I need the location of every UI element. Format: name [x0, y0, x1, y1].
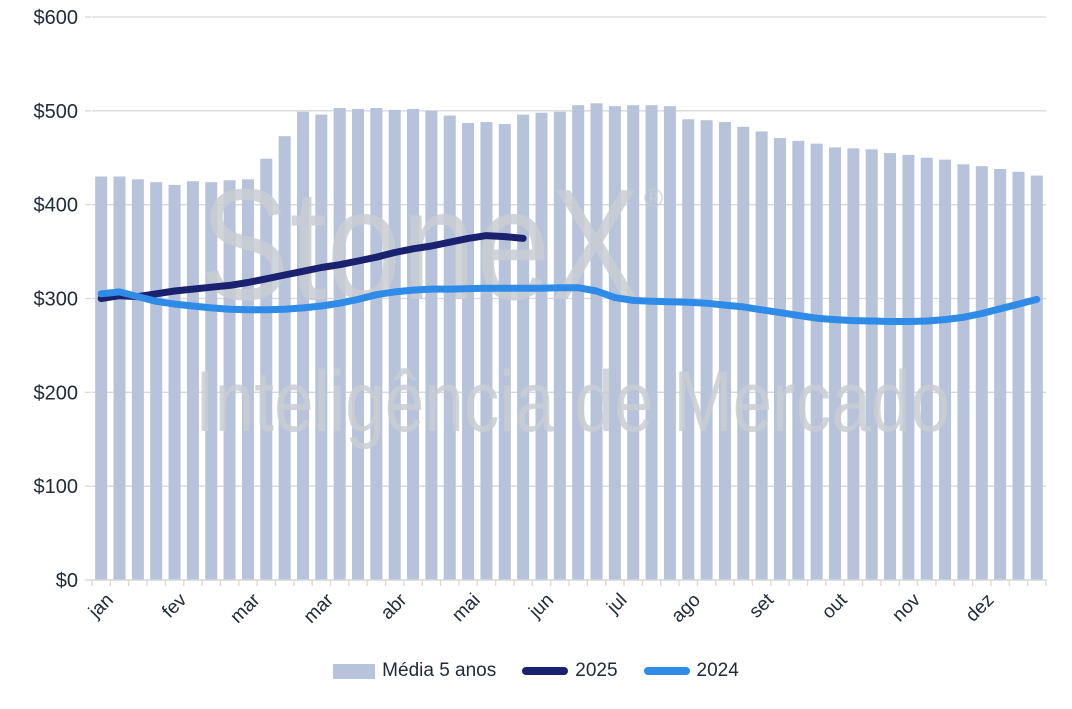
bar: [131, 179, 144, 580]
bar: [296, 111, 309, 580]
bar: [700, 120, 713, 580]
series-line-2024: [97, 284, 1041, 325]
bar: [553, 111, 566, 580]
bar: [1030, 175, 1043, 580]
bar: [755, 131, 768, 580]
y-axis-label: $300: [34, 289, 79, 311]
bar: [572, 105, 585, 580]
x-axis-label: dez: [962, 590, 999, 627]
bar: [627, 105, 640, 580]
chart-legend: Média 5 anos 2025 2024: [0, 660, 1072, 682]
bar: [260, 158, 273, 580]
bar: [352, 108, 365, 580]
bar: [645, 105, 658, 580]
x-axis-label: jun: [525, 590, 558, 623]
legend-item-2025[interactable]: 2025: [522, 660, 618, 682]
bar: [663, 106, 676, 581]
bar: [425, 110, 438, 580]
watermark-registered-icon: ®: [644, 183, 663, 213]
bar: [315, 114, 328, 580]
y-axis-label: $500: [34, 101, 79, 123]
bar: [975, 166, 988, 580]
y-axis-label: $200: [34, 382, 79, 404]
bar: [535, 112, 548, 581]
x-axis-label: out: [818, 589, 852, 623]
legend-item-2024[interactable]: 2024: [643, 660, 739, 682]
bar: [205, 182, 218, 580]
bar: [608, 106, 621, 581]
y-axis-label: $600: [34, 7, 79, 29]
x-axis-label: jan: [84, 590, 117, 623]
bar: [407, 108, 420, 580]
bar: [95, 176, 108, 580]
x-axis-label: mar: [300, 589, 338, 627]
x-axis-label: fev: [158, 589, 191, 622]
bar: [847, 148, 860, 580]
x-axis-label: set: [745, 589, 778, 622]
bar: [150, 182, 163, 580]
x-axis-label: mar: [226, 589, 264, 627]
bar: [865, 149, 878, 580]
y-axis-label: $100: [34, 476, 79, 498]
bar: [333, 108, 346, 580]
legend-label-media-5-anos: Média 5 anos: [382, 660, 497, 681]
bar: [443, 115, 456, 581]
y-axis-label: $0: [56, 570, 78, 592]
series-line-2025: [97, 232, 527, 302]
y-axis-label: $400: [34, 195, 79, 217]
bar: [939, 159, 952, 581]
legend-line-swatch-2024: [643, 667, 690, 675]
bar: [590, 103, 603, 581]
legend-label-2025: 2025: [575, 660, 618, 681]
legend-item-media-5-anos[interactable]: Média 5 anos: [333, 660, 496, 682]
bar: [792, 140, 805, 581]
x-axis-label: mai: [448, 590, 485, 627]
bar: [370, 108, 383, 580]
x-axis-label: ago: [668, 590, 705, 627]
bar: [994, 169, 1007, 580]
bar: [388, 109, 401, 581]
legend-bar-swatch: [333, 663, 376, 679]
bar: [884, 153, 897, 580]
bar: [682, 119, 695, 581]
bar: [902, 154, 915, 580]
bar: [1012, 171, 1025, 580]
bar: [810, 143, 823, 581]
bar: [920, 157, 933, 580]
x-axis-label: jul: [602, 590, 631, 619]
bar: [278, 136, 291, 580]
bar: [517, 114, 530, 580]
bar: [737, 126, 750, 580]
bar: [718, 122, 731, 581]
legend-label-2024: 2024: [696, 660, 739, 681]
watermark-tagline: Inteligência de Mercado: [195, 354, 950, 450]
bar: [957, 164, 970, 580]
bar: [223, 180, 236, 580]
x-axis-label: nov: [888, 589, 925, 626]
legend-line-swatch-2025: [522, 667, 569, 675]
bar: [113, 176, 126, 580]
bar: [829, 147, 842, 580]
bar: [773, 138, 786, 581]
x-axis-label: abr: [377, 589, 412, 624]
bar: [168, 184, 181, 580]
bar: [186, 181, 199, 581]
